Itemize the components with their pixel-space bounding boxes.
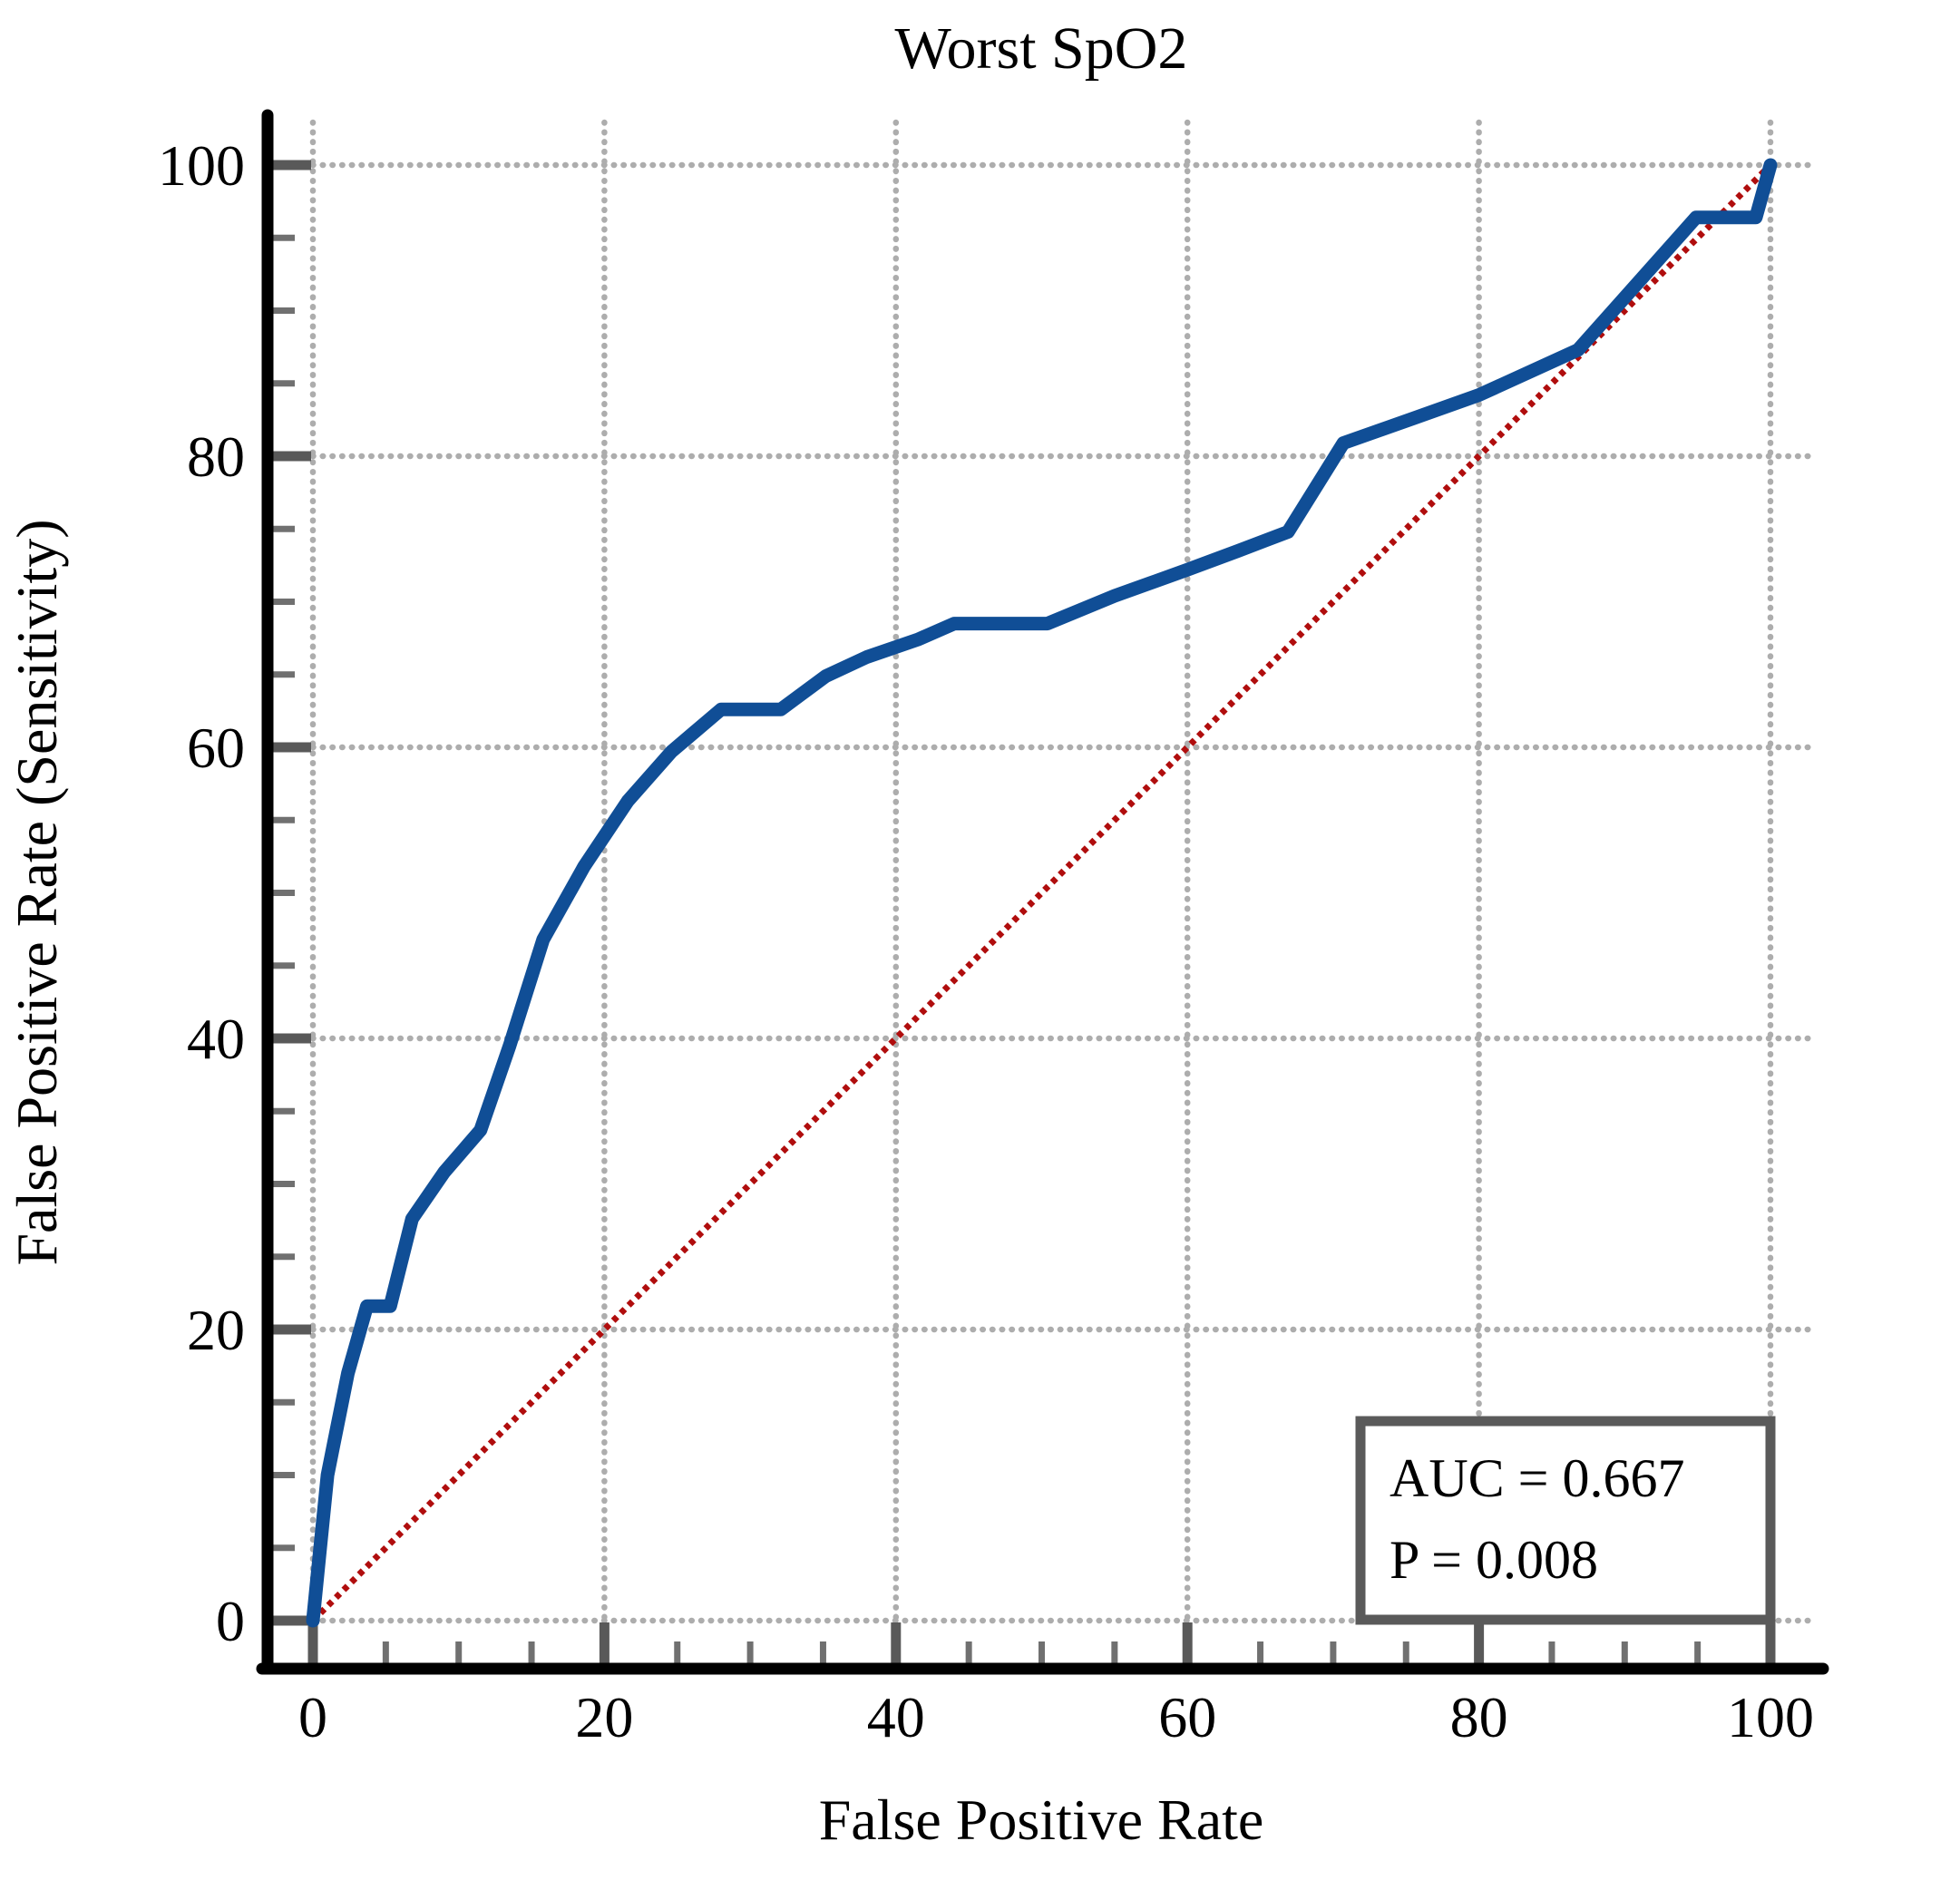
y-tick-label-80: 80 [187,424,245,489]
x-tick-label-80: 80 [1450,1685,1508,1749]
auc-value-text: AUC = 0.667 [1390,1448,1685,1508]
y-tick-label-20: 20 [187,1298,245,1362]
roc-curve-line [306,158,1778,1628]
y-axis-label: False Positive Rate (Sensitivity) [5,519,69,1265]
x-tick-label-20: 20 [575,1685,633,1749]
x-tick-label-100: 100 [1727,1685,1814,1749]
y-tick-label-40: 40 [187,1007,245,1071]
chart-title: Worst SpO2 [895,15,1188,82]
auc-annotation-box: AUC = 0.667 P = 0.008 [1355,1416,1776,1625]
reference-diagonal-line [310,162,1773,1623]
gridline-layer [309,119,1818,1624]
x-tick-label-0: 0 [298,1685,327,1749]
tick-layer [273,160,1776,1665]
x-tick-label-60: 60 [1158,1685,1216,1749]
tick-label-layer: 0 20 40 60 80 100 0 20 40 60 80 100 [158,133,1814,1749]
p-value-text: P = 0.008 [1390,1530,1598,1590]
x-axis-label: False Positive Rate [819,1787,1264,1852]
x-tick-label-40: 40 [867,1685,925,1749]
auc-annotation-border [1355,1416,1776,1625]
y-tick-label-100: 100 [158,133,245,198]
y-tick-label-0: 0 [216,1589,245,1653]
y-tick-label-60: 60 [187,716,245,780]
